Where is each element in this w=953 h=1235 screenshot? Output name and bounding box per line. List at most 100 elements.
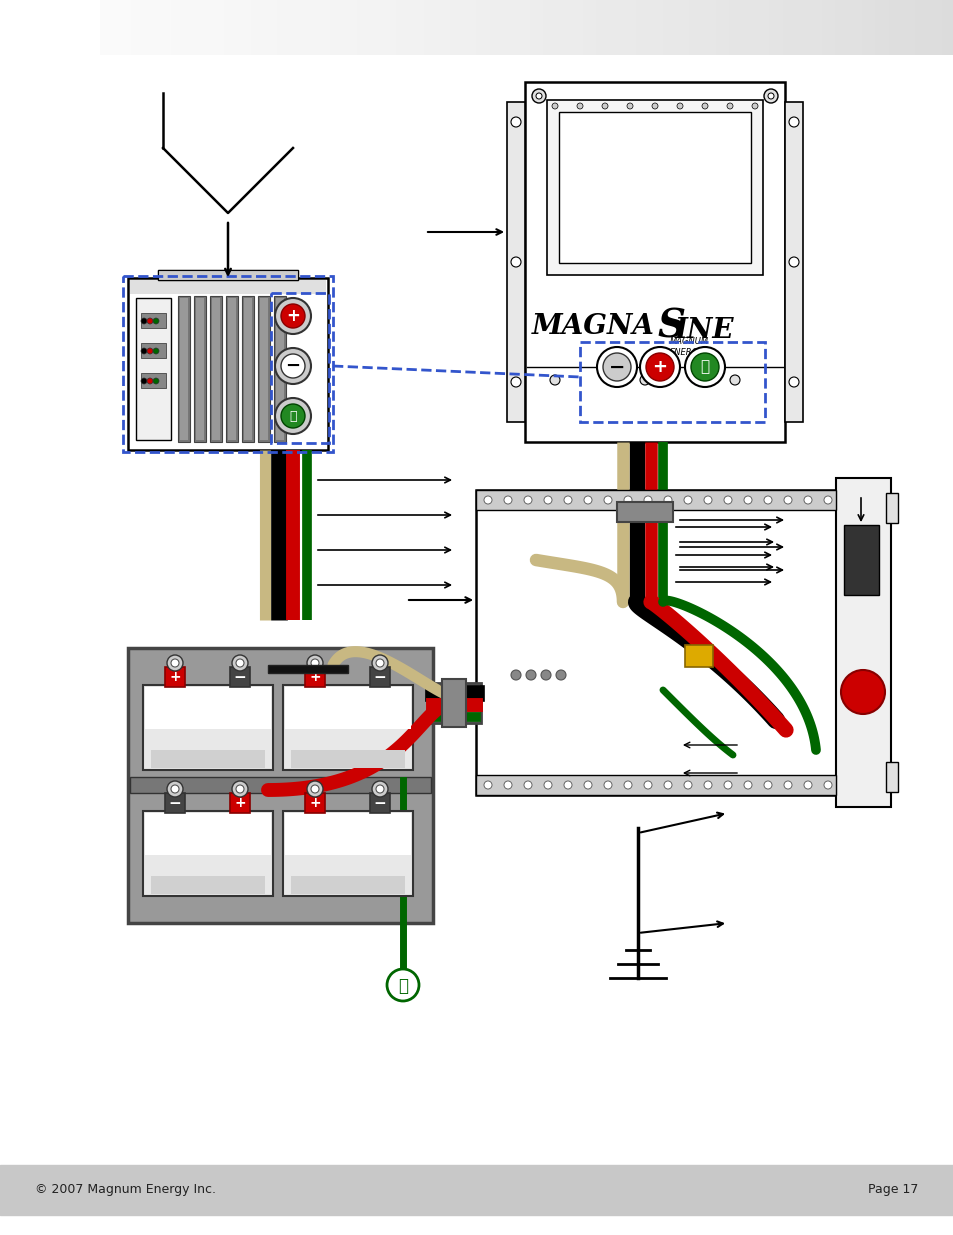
Circle shape xyxy=(543,781,552,789)
Circle shape xyxy=(751,103,758,109)
Bar xyxy=(476,776,835,795)
Bar xyxy=(684,645,712,667)
Circle shape xyxy=(152,317,159,324)
Circle shape xyxy=(503,781,512,789)
Circle shape xyxy=(550,375,559,385)
Circle shape xyxy=(643,781,651,789)
Text: −: − xyxy=(233,669,246,684)
Bar xyxy=(0,1165,953,1215)
Text: −: − xyxy=(374,669,386,684)
Circle shape xyxy=(281,354,305,378)
Text: MAGNUM
ENERGY: MAGNUM ENERGY xyxy=(669,337,708,357)
Bar xyxy=(143,811,273,897)
Circle shape xyxy=(307,655,323,671)
Circle shape xyxy=(375,659,384,667)
Circle shape xyxy=(311,785,318,793)
Bar xyxy=(151,750,265,768)
Circle shape xyxy=(683,496,691,504)
Circle shape xyxy=(803,496,811,504)
Bar xyxy=(285,813,411,855)
Circle shape xyxy=(274,398,311,433)
Bar xyxy=(784,103,802,422)
Circle shape xyxy=(663,496,671,504)
Bar xyxy=(370,667,390,687)
Circle shape xyxy=(147,378,152,384)
Circle shape xyxy=(152,348,159,354)
Circle shape xyxy=(603,781,612,789)
Circle shape xyxy=(235,659,244,667)
Circle shape xyxy=(767,93,773,99)
Circle shape xyxy=(788,377,799,387)
Circle shape xyxy=(563,781,572,789)
Bar xyxy=(285,687,411,729)
Text: © 2007 Magnum Energy Inc.: © 2007 Magnum Energy Inc. xyxy=(35,1183,215,1197)
Circle shape xyxy=(525,671,536,680)
Circle shape xyxy=(511,377,520,387)
Circle shape xyxy=(141,378,147,384)
Circle shape xyxy=(841,671,884,714)
Circle shape xyxy=(171,785,179,793)
Bar xyxy=(230,793,250,813)
Circle shape xyxy=(483,496,492,504)
Text: ⏚: ⏚ xyxy=(289,410,296,422)
Circle shape xyxy=(823,781,831,789)
Text: S: S xyxy=(657,308,684,346)
Text: ⏚: ⏚ xyxy=(700,359,709,374)
Circle shape xyxy=(375,785,384,793)
Text: MAGNA: MAGNA xyxy=(532,314,655,341)
Circle shape xyxy=(645,353,673,382)
Circle shape xyxy=(823,496,831,504)
Circle shape xyxy=(167,781,183,797)
Circle shape xyxy=(583,496,592,504)
Bar xyxy=(178,296,190,442)
Text: −: − xyxy=(374,795,386,810)
Text: Page 17: Page 17 xyxy=(866,1183,917,1197)
Bar xyxy=(476,490,835,795)
Circle shape xyxy=(141,348,147,354)
Circle shape xyxy=(726,103,732,109)
Text: +: + xyxy=(233,797,246,810)
Circle shape xyxy=(763,496,771,504)
Circle shape xyxy=(651,103,658,109)
Bar xyxy=(226,296,237,442)
Bar xyxy=(145,687,271,729)
Circle shape xyxy=(703,496,711,504)
Circle shape xyxy=(623,496,631,504)
Circle shape xyxy=(511,257,520,267)
Circle shape xyxy=(235,785,244,793)
Circle shape xyxy=(803,781,811,789)
Circle shape xyxy=(372,655,388,671)
Bar xyxy=(136,298,171,440)
Circle shape xyxy=(171,659,179,667)
Circle shape xyxy=(167,655,183,671)
Circle shape xyxy=(311,659,318,667)
Circle shape xyxy=(783,781,791,789)
Circle shape xyxy=(532,89,545,103)
Circle shape xyxy=(536,93,541,99)
Circle shape xyxy=(703,781,711,789)
Circle shape xyxy=(602,353,630,382)
Circle shape xyxy=(372,781,388,797)
Text: +: + xyxy=(309,671,320,684)
Circle shape xyxy=(511,671,520,680)
Bar xyxy=(524,82,784,442)
Text: ⏚: ⏚ xyxy=(397,977,408,995)
Circle shape xyxy=(543,496,552,504)
Circle shape xyxy=(729,375,740,385)
Circle shape xyxy=(639,347,679,387)
Bar xyxy=(305,667,325,687)
Circle shape xyxy=(556,671,565,680)
Bar xyxy=(291,876,405,894)
Circle shape xyxy=(639,375,649,385)
Circle shape xyxy=(563,496,572,504)
Bar xyxy=(476,490,835,510)
Circle shape xyxy=(743,781,751,789)
Bar xyxy=(370,793,390,813)
Bar xyxy=(158,270,297,280)
Circle shape xyxy=(763,781,771,789)
Circle shape xyxy=(511,117,520,127)
Circle shape xyxy=(597,347,637,387)
Circle shape xyxy=(141,317,147,324)
Bar xyxy=(275,298,284,440)
Bar xyxy=(506,103,524,422)
